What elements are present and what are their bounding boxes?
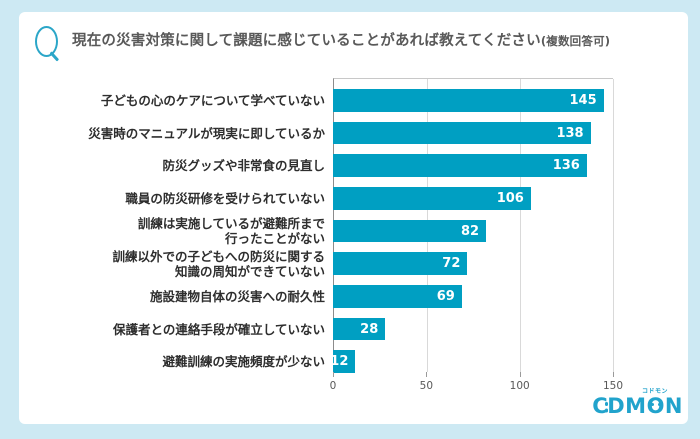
bar: 145 [333, 89, 604, 112]
bar-value-label: 138 [556, 125, 584, 141]
bar-label: 職員の防災研修を受けられていない [125, 190, 325, 206]
axis-tick-label: 100 [509, 380, 530, 392]
bar-row: 職員の防災研修を受けられていない 106 [19, 182, 613, 215]
gridline [520, 79, 521, 372]
bar-row: 訓練は実施しているが避難所まで 行ったことがない 82 [19, 215, 613, 248]
survey-card: Q 現在の災害対策に関して課題に感じていることがあれば教えてください(複数回答可… [19, 12, 688, 424]
bar-track: 28 [333, 317, 613, 341]
bar-label: 災害時のマニュアルが現実に即しているか [88, 125, 325, 141]
gridline [613, 79, 614, 372]
bar-label: 子どもの心のケアについて学べていない [100, 92, 325, 108]
axis-tick [519, 372, 521, 377]
bar-value-label: 12 [330, 354, 349, 370]
axis-tick-label: 0 [329, 380, 337, 392]
bar-rows: 子どもの心のケアについて学べていない 145 災害時のマニュアルが現実に即しているか… [19, 84, 613, 378]
bar-label: 保護者との連絡手段が確立していない [112, 321, 325, 337]
logo-letter-n: N [664, 394, 683, 418]
x-axis: 0 50 100 150 [329, 372, 623, 400]
bar: 12 [330, 350, 356, 373]
logo-ruby-text: コドモン [641, 388, 668, 395]
bar-track: 106 [333, 187, 613, 210]
question-title-suffix: (複数回答可) [540, 34, 611, 49]
bar-value-label: 72 [442, 256, 461, 272]
bar: 72 [333, 252, 468, 275]
bar: 138 [333, 121, 591, 145]
bar-track: 145 [333, 89, 613, 112]
axis-tick [613, 372, 614, 377]
question-header: Q 現在の災害対策に関して課題に感じていることがあれば教えてください(複数回答可… [35, 26, 678, 57]
bar-row: 訓練以外での子どもへの防災に関する 知識の周知ができていない 72 [19, 247, 613, 280]
bar-value-label: 136 [552, 158, 580, 174]
bar-label: 訓練は実施しているが避難所まで 行ったことがない [137, 216, 325, 247]
question-title-main: 現在の災害対策に関して課題に感じていることがあれば教えてください [72, 33, 541, 50]
logo-letter-o: O [646, 394, 665, 418]
codmon-logo: コドモン C DM O N [592, 386, 683, 418]
bar-track: 69 [333, 285, 613, 308]
bar-label: 施設建物自体の災害への耐久性 [149, 288, 325, 304]
bar-track: 12 [330, 350, 613, 373]
bar-value-label: 145 [569, 92, 597, 108]
bar-track: 72 [333, 252, 613, 275]
bar: 69 [333, 285, 462, 308]
bar-value-label: 69 [436, 288, 455, 304]
bar-label: 訓練以外での子どもへの防災に関する 知識の周知ができていない [112, 248, 325, 279]
bar-track: 138 [333, 121, 613, 145]
question-q-icon: Q [35, 26, 58, 57]
bar-label: 避難訓練の実施頻度が少ない [162, 354, 325, 370]
axis-tick-label: 150 [602, 380, 624, 392]
axis-tick-label: 50 [419, 380, 434, 392]
question-title: 現在の災害対策に関して課題に感じていることがあれば教えてください(複数回答可) [72, 32, 610, 50]
bar-row: 子どもの心のケアについて学べていない 145 [19, 84, 613, 117]
bar-track: 82 [333, 219, 613, 243]
axis-tick [333, 372, 334, 377]
question-q-letter: Q [37, 28, 38, 29]
bar-row: 防災グッズや非常食の見直し 136 [19, 149, 613, 182]
bar: 28 [333, 317, 386, 341]
bar-row: 避難訓練の実施頻度が少ない 12 [19, 345, 613, 378]
bar-row: 施設建物自体の災害への耐久性 69 [19, 280, 613, 313]
bar-value-label: 28 [360, 321, 379, 337]
axis-tick [426, 372, 428, 377]
bar-row: 保護者との連絡手段が確立していない 28 [19, 313, 613, 346]
bar-label: 防災グッズや非常食の見直し [162, 158, 325, 174]
bar-value-label: 82 [460, 223, 480, 239]
logo-letter-c: C [592, 394, 609, 418]
bar: 106 [333, 187, 531, 210]
bar: 136 [333, 154, 587, 177]
bar: 82 [333, 219, 487, 243]
bar-track: 136 [333, 154, 613, 177]
bar-value-label: 106 [496, 190, 524, 206]
bar-row: 災害時のマニュアルが現実に即しているか 138 [19, 117, 613, 150]
logo-letters-dm: DM [607, 394, 647, 418]
